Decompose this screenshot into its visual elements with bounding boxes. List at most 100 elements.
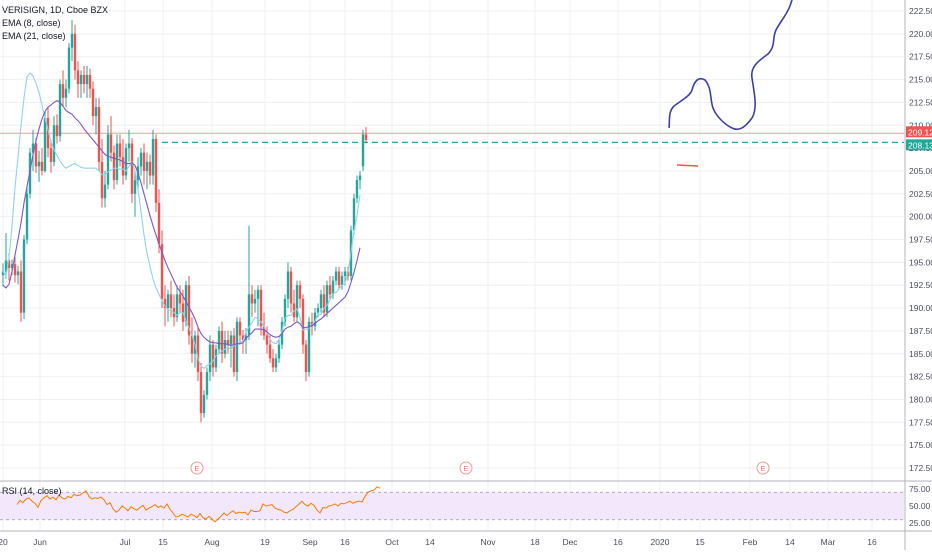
rsi-legend[interactable]: RSI (14, close) <box>2 486 62 496</box>
candle-up[interactable] <box>175 294 179 318</box>
earnings-marker[interactable] <box>756 461 770 475</box>
candle-down[interactable] <box>19 271 23 313</box>
earnings-marker[interactable] <box>190 461 204 475</box>
candle-up[interactable] <box>361 134 365 167</box>
candle-down[interactable] <box>13 264 17 276</box>
candle-up[interactable] <box>4 260 8 272</box>
candle-down[interactable] <box>76 70 80 85</box>
candle-down[interactable] <box>268 344 272 359</box>
candle-up[interactable] <box>103 184 107 199</box>
candle-up[interactable] <box>70 33 74 48</box>
candle-up[interactable] <box>217 330 221 350</box>
candle-up[interactable] <box>286 271 290 299</box>
candle-up[interactable] <box>208 344 212 373</box>
candle-up[interactable] <box>256 289 260 299</box>
candle-down[interactable] <box>61 84 65 98</box>
candle-up[interactable] <box>37 161 41 167</box>
candle-down[interactable] <box>49 148 53 162</box>
candle-down[interactable] <box>40 161 44 171</box>
candle-down[interactable] <box>34 143 38 167</box>
candle-down[interactable] <box>88 74 92 89</box>
candle-up[interactable] <box>166 294 170 309</box>
candle-down[interactable] <box>211 344 215 368</box>
breakout-marker[interactable] <box>676 164 699 167</box>
candle-down[interactable] <box>178 294 182 304</box>
candle-up[interactable] <box>127 143 131 149</box>
candle-down[interactable] <box>157 202 161 245</box>
candle-up[interactable] <box>340 276 344 286</box>
ema8-line[interactable] <box>2 72 361 370</box>
candle-up[interactable] <box>16 271 20 276</box>
candle-down[interactable] <box>241 335 245 341</box>
candle-up[interactable] <box>79 74 83 85</box>
candle-up[interactable] <box>115 143 119 181</box>
candle-down[interactable] <box>154 138 158 203</box>
candle-down[interactable] <box>364 134 368 140</box>
candle-up[interactable] <box>343 271 347 277</box>
candle-up[interactable] <box>10 264 14 268</box>
candle-up[interactable] <box>214 349 218 368</box>
candle-down[interactable] <box>250 294 254 304</box>
candle-down[interactable] <box>322 294 326 313</box>
candle-up[interactable] <box>85 74 89 85</box>
candle-up[interactable] <box>229 335 233 345</box>
candle-down[interactable] <box>301 298 305 345</box>
candle-down[interactable] <box>298 285 302 299</box>
candle-up[interactable] <box>319 294 323 309</box>
candle-down[interactable] <box>91 88 95 117</box>
candle-up[interactable] <box>358 175 362 181</box>
candle-up[interactable] <box>295 285 299 318</box>
candle-up[interactable] <box>124 148 128 176</box>
candle-up[interactable] <box>25 193 29 240</box>
candle-up[interactable] <box>316 308 320 313</box>
candle-up[interactable] <box>223 340 227 354</box>
candle-down[interactable] <box>265 335 269 345</box>
candle-up[interactable] <box>133 180 137 194</box>
candle-down[interactable] <box>271 358 275 368</box>
ema21-legend[interactable]: EMA (21, close) <box>2 31 66 41</box>
candle-down[interactable] <box>199 372 203 414</box>
candle-down[interactable] <box>100 161 104 199</box>
candle-down[interactable] <box>142 152 146 171</box>
candle-down[interactable] <box>328 285 332 295</box>
candle-up[interactable] <box>313 312 317 327</box>
candle-down[interactable] <box>190 335 194 354</box>
candle-down[interactable] <box>118 143 122 158</box>
candle-down[interactable] <box>148 161 152 176</box>
candle-up[interactable] <box>52 125 56 162</box>
candle-up[interactable] <box>31 143 35 153</box>
candle-down[interactable] <box>304 344 308 373</box>
candle-up[interactable] <box>58 84 62 137</box>
candle-down[interactable] <box>169 294 173 309</box>
candle-up[interactable] <box>67 47 71 89</box>
candle-down[interactable] <box>109 134 113 153</box>
candle-up[interactable] <box>253 298 257 304</box>
candle-down[interactable] <box>130 143 134 194</box>
candle-up[interactable] <box>139 152 143 167</box>
candle-down[interactable] <box>73 33 77 71</box>
candle-down[interactable] <box>121 157 125 176</box>
candle-up[interactable] <box>274 358 278 368</box>
candle-down[interactable] <box>112 152 116 181</box>
ema21-line[interactable] <box>2 99 361 347</box>
candle-up[interactable] <box>283 298 287 322</box>
candle-up[interactable] <box>43 117 47 171</box>
candle-down[interactable] <box>259 289 263 327</box>
candle-down[interactable] <box>262 326 266 336</box>
candle-down[interactable] <box>238 321 242 336</box>
candle-down[interactable] <box>97 106 101 162</box>
candle-down[interactable] <box>55 125 59 137</box>
rsi-line[interactable] <box>16 486 381 523</box>
candle-up[interactable] <box>352 198 356 231</box>
candle-up[interactable] <box>202 394 206 414</box>
candle-down[interactable] <box>187 285 191 336</box>
candle-down[interactable] <box>337 271 341 286</box>
candle-up[interactable] <box>307 321 311 373</box>
candle-up[interactable] <box>334 271 338 281</box>
candle-up[interactable] <box>247 294 251 336</box>
candle-down[interactable] <box>232 335 236 373</box>
candle-up[interactable] <box>331 280 335 295</box>
candle-down[interactable] <box>220 330 224 354</box>
candle-up[interactable] <box>106 134 110 185</box>
